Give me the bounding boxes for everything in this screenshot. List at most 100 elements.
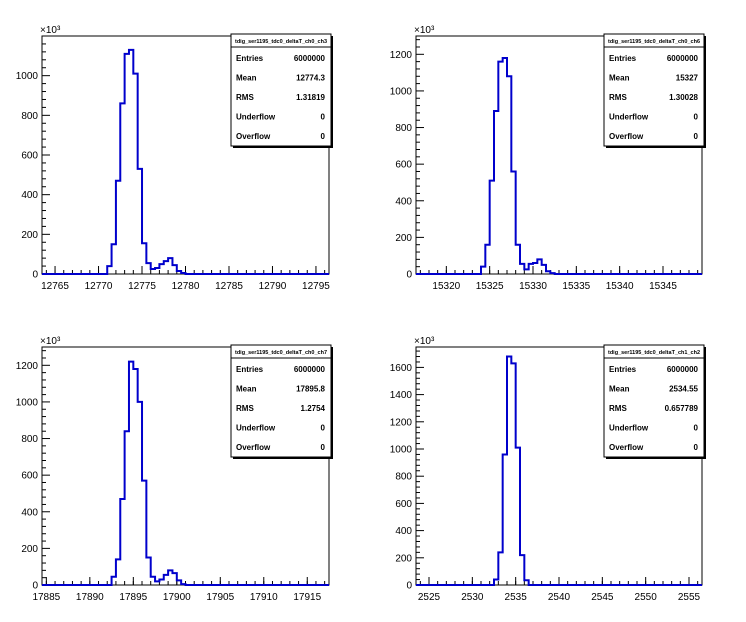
x-tick-label: 12785 — [215, 281, 243, 292]
y-tick-label: 800 — [395, 472, 412, 483]
y-tick-label: 200 — [395, 553, 412, 564]
stats-row-label: RMS — [236, 404, 254, 413]
stats-box-title: tdig_ser1195_tdc0_deltaT_ch1_ch2 — [608, 350, 700, 356]
stats-row-label: Underflow — [609, 424, 649, 433]
y-exponent-label: ×10³ — [40, 336, 61, 347]
stats-row-value: 6000000 — [294, 54, 326, 63]
x-tick-label: 2540 — [548, 592, 571, 603]
stats-row-value: 0 — [321, 132, 326, 141]
stats-row-value: 6000000 — [667, 54, 699, 63]
stats-row-value: 6000000 — [294, 365, 326, 374]
stats-row-label: Mean — [236, 385, 257, 394]
histogram-series — [416, 355, 702, 586]
stats-row-label: Mean — [609, 385, 630, 394]
stats-row-label: RMS — [236, 93, 254, 102]
y-tick-label: 800 — [395, 123, 412, 134]
x-tick-label: 15330 — [519, 281, 547, 292]
y-tick-label: 1000 — [390, 445, 413, 456]
x-tick-label: 15325 — [476, 281, 504, 292]
stats-row-value: 0 — [694, 132, 699, 141]
y-tick-label: 200 — [395, 233, 412, 244]
y-exponent-label: ×10³ — [414, 336, 435, 347]
x-tick-label: 17900 — [163, 592, 191, 603]
x-tick-label: 15345 — [649, 281, 677, 292]
y-tick-label: 600 — [21, 471, 38, 482]
stats-row-value: 12774.3 — [296, 74, 325, 83]
x-tick-label: 2535 — [505, 592, 528, 603]
x-tick-label: 2555 — [678, 592, 701, 603]
y-exponent-label: ×10³ — [40, 25, 61, 36]
stats-row-label: Entries — [236, 365, 264, 374]
stats-row-value: 0 — [321, 443, 326, 452]
x-tick-label: 17890 — [76, 592, 104, 603]
stats-row-label: Mean — [609, 74, 630, 83]
stats-row-value: 15327 — [676, 74, 699, 83]
stats-box-title: tdig_ser1195_tdc0_deltaT_ch0_ch6 — [608, 39, 700, 45]
x-tick-label: 12780 — [172, 281, 200, 292]
stats-row-label: RMS — [609, 93, 627, 102]
stats-row-label: Underflow — [609, 113, 649, 122]
stats-row-value: 1.31819 — [296, 93, 325, 102]
x-tick-label: 17895 — [119, 592, 147, 603]
x-tick-label: 15335 — [562, 281, 590, 292]
histogram-series — [42, 360, 329, 586]
x-tick-label: 12775 — [128, 281, 156, 292]
x-tick-label: 12795 — [302, 281, 330, 292]
stats-row-label: Overflow — [609, 132, 644, 141]
y-tick-label: 600 — [395, 160, 412, 171]
stats-row-value: 17895.8 — [296, 385, 325, 394]
stats-row-value: 1.30028 — [669, 93, 698, 102]
x-tick-label: 2525 — [418, 592, 441, 603]
x-tick-label: 17910 — [250, 592, 278, 603]
histogram-series — [42, 48, 329, 275]
stats-box — [603, 344, 705, 458]
y-tick-label: 600 — [395, 499, 412, 510]
x-tick-label: 15320 — [432, 281, 460, 292]
x-tick-label: 17915 — [293, 592, 321, 603]
stats-row-label: Overflow — [236, 443, 271, 452]
x-tick-label: 17885 — [32, 592, 60, 603]
stats-row-value: 0.657789 — [665, 404, 699, 413]
y-tick-label: 0 — [406, 581, 412, 592]
x-tick-label: 12765 — [41, 281, 69, 292]
histogram-panel-2: 0 200 400 600 800 1000 1200 15320 15325 15330 1533… — [390, 25, 706, 292]
y-tick-label: 1000 — [16, 397, 39, 408]
stats-row-label: Mean — [236, 74, 257, 83]
y-tick-label: 400 — [21, 507, 38, 518]
histogram-panel-3: 0 200 400 600 800 1000 1200 17885 17890 17895 1790… — [16, 336, 333, 603]
stats-row-label: Underflow — [236, 113, 276, 122]
stats-row-label: Entries — [609, 365, 637, 374]
y-tick-label: 1000 — [390, 86, 413, 97]
x-tick-label: 2530 — [461, 592, 484, 603]
y-tick-label: 1200 — [390, 417, 413, 428]
y-tick-label: 1200 — [390, 50, 413, 61]
stats-row-label: Entries — [609, 54, 637, 63]
stats-box-title: tdig_ser1195_tdc0_deltaT_ch0_ch3 — [235, 39, 327, 45]
y-tick-label: 600 — [21, 151, 38, 162]
stats-box — [603, 33, 705, 147]
x-tick-label: 12790 — [259, 281, 287, 292]
y-tick-label: 0 — [32, 581, 38, 592]
x-tick-label: 15340 — [606, 281, 634, 292]
x-tick-label: 12770 — [85, 281, 113, 292]
stats-box — [230, 33, 332, 147]
stats-row-label: RMS — [609, 404, 627, 413]
y-tick-label: 800 — [21, 434, 38, 445]
stats-box — [230, 344, 332, 458]
stats-row-value: 0 — [694, 113, 699, 122]
stats-row-label: Underflow — [236, 424, 276, 433]
stats-row-value: 2534.55 — [669, 385, 698, 394]
stats-row-value: 6000000 — [667, 365, 699, 374]
stats-row-value: 0 — [321, 424, 326, 433]
y-tick-label: 400 — [21, 190, 38, 201]
stats-row-value: 0 — [694, 443, 699, 452]
y-tick-label: 1200 — [16, 361, 39, 372]
histogram-series — [416, 56, 702, 275]
stats-row-label: Overflow — [609, 443, 644, 452]
y-tick-label: 0 — [406, 270, 412, 281]
x-tick-label: 17905 — [206, 592, 234, 603]
y-tick-label: 200 — [21, 544, 38, 555]
y-tick-label: 400 — [395, 196, 412, 207]
x-tick-label: 2550 — [635, 592, 658, 603]
